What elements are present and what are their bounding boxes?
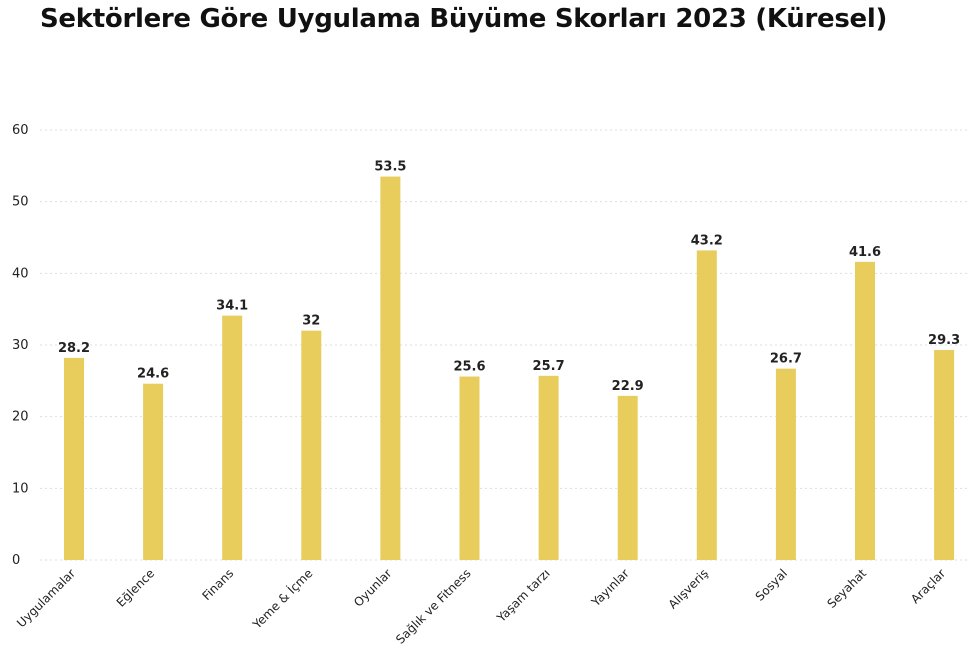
- bar-0: [64, 357, 84, 560]
- value-label-10: 41.6: [849, 245, 881, 260]
- value-label-1: 24.6: [137, 367, 169, 382]
- value-label-2: 34.1: [216, 299, 248, 314]
- bar-3: [301, 330, 322, 560]
- bar-10: [855, 261, 875, 560]
- bar-6: [538, 375, 559, 560]
- bar-11: [934, 350, 955, 560]
- value-label-0: 28.2: [58, 341, 90, 356]
- value-label-8: 43.2: [691, 233, 723, 248]
- value-label-6: 25.7: [533, 359, 565, 374]
- category-label-4: Oyunlar: [351, 566, 394, 609]
- chart-title: Sektörlere Göre Uygulama Büyüme Skorları…: [40, 4, 888, 34]
- bar-1: [143, 383, 164, 560]
- category-label-10: Seyahat: [824, 566, 869, 611]
- category-label-5: Sağlık ve Fitness: [393, 566, 474, 647]
- value-label-3: 32: [302, 314, 320, 329]
- category-label-9: Sosyal: [753, 566, 790, 603]
- category-label-6: Yaşam tarzı: [493, 566, 552, 625]
- value-label-5: 25.6: [453, 360, 485, 375]
- bar-4: [380, 176, 401, 561]
- category-label-2: Finans: [199, 566, 236, 603]
- value-label-11: 29.3: [928, 333, 960, 348]
- y-tick-label-0: 0: [12, 553, 20, 568]
- category-label-0: Uygulamalar: [14, 566, 78, 630]
- category-label-1: Eğlence: [114, 566, 157, 609]
- bar-8: [696, 250, 717, 560]
- category-label-7: Yayınlar: [588, 566, 632, 610]
- category-label-3: Yeme & İçme: [249, 566, 316, 633]
- category-label-11: Araçlar: [908, 566, 948, 606]
- y-tick-label-3: 30: [12, 338, 29, 353]
- category-label-8: Alışveriş: [666, 566, 711, 611]
- y-tick-label-6: 60: [12, 123, 29, 138]
- y-tick-label-5: 50: [12, 195, 29, 210]
- bar-9: [775, 368, 796, 560]
- value-label-7: 22.9: [612, 379, 644, 394]
- value-label-4: 53.5: [374, 160, 406, 175]
- bar-7: [617, 395, 638, 560]
- bar-5: [459, 376, 480, 560]
- y-tick-label-2: 20: [12, 410, 29, 425]
- value-label-9: 26.7: [770, 352, 802, 367]
- bar-2: [222, 315, 243, 560]
- y-tick-label-1: 10: [12, 481, 29, 496]
- y-tick-label-4: 40: [12, 266, 29, 281]
